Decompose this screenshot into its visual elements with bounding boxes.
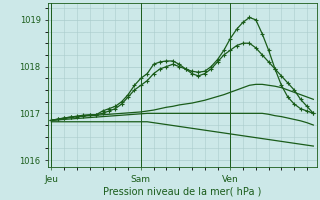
X-axis label: Pression niveau de la mer( hPa ): Pression niveau de la mer( hPa ) — [103, 187, 261, 197]
